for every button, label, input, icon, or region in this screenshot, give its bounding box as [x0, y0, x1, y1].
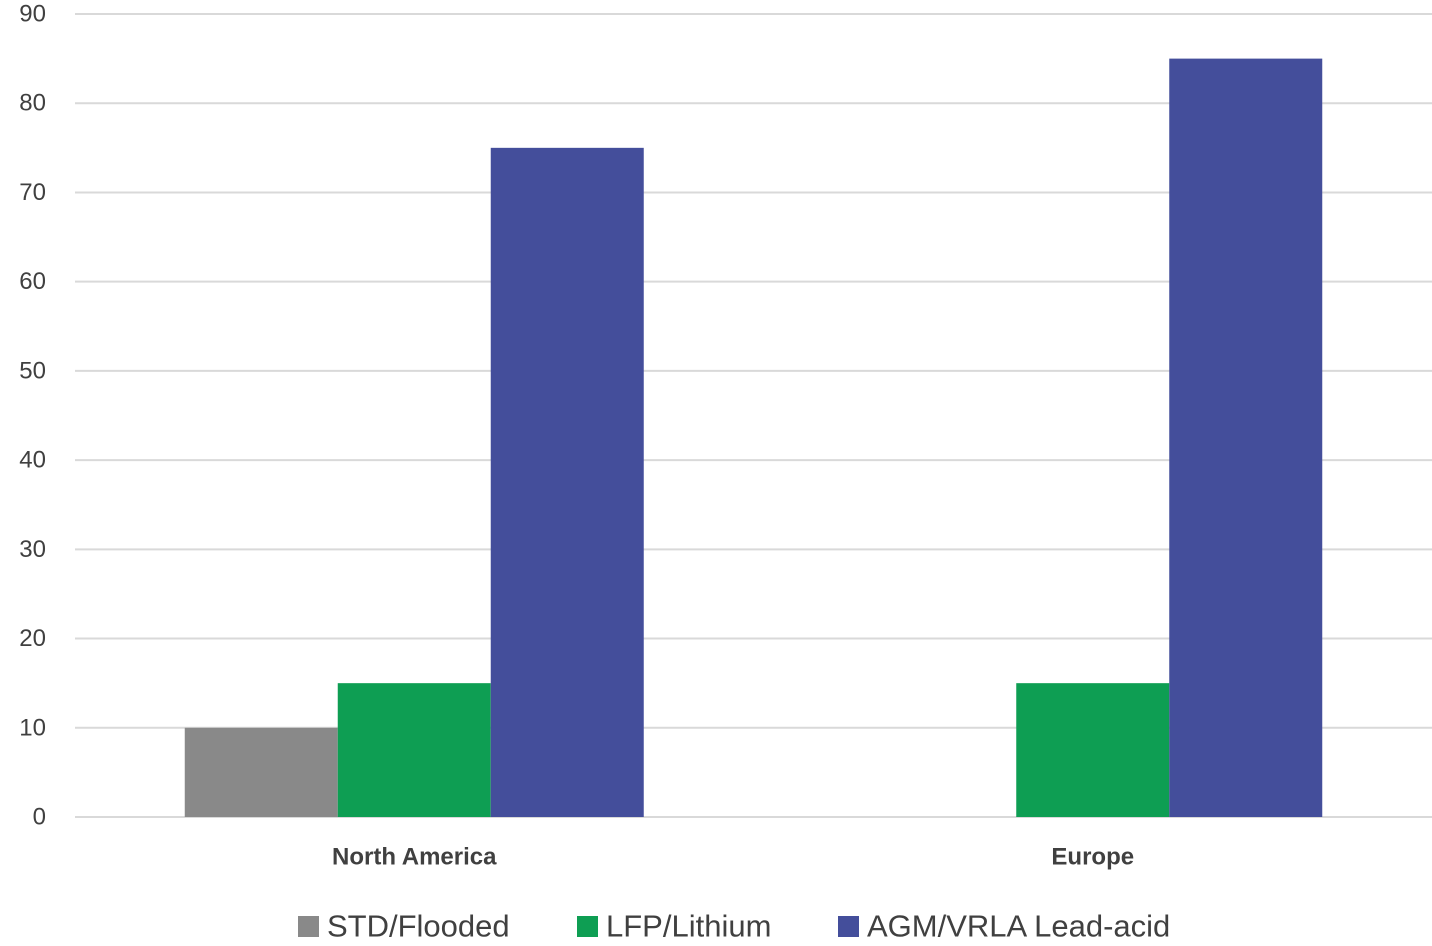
bars — [184, 58, 1323, 818]
y-tick-label: 90 — [19, 1, 46, 28]
y-tick-label: 20 — [19, 625, 46, 652]
y-tick-label: 80 — [19, 90, 46, 117]
legend-swatch — [298, 916, 319, 937]
y-tick-label: 50 — [19, 357, 46, 384]
legend-label: AGM/VRLA Lead-acid — [867, 909, 1170, 944]
y-tick-label: 40 — [19, 447, 46, 474]
bar-agm-vrla-lead-acid-europe — [1169, 58, 1323, 818]
x-category-label: North America — [332, 844, 497, 871]
legend-label: STD/Flooded — [327, 909, 510, 944]
x-category-label: Europe — [1051, 844, 1134, 871]
y-axis-tick-labels: 0 10 20 30 40 50 60 70 80 90 — [19, 1, 46, 831]
y-tick-label: 70 — [19, 179, 46, 206]
legend-swatch — [577, 916, 598, 937]
bar-std-flooded-north-america — [184, 727, 338, 817]
legend: STD/Flooded LFP/Lithium AGM/VRLA Lead-acid — [298, 909, 1170, 944]
bar-lfp-lithium-north-america — [337, 683, 491, 817]
bar-agm-vrla-lead-acid-north-america — [490, 147, 644, 818]
y-tick-label: 30 — [19, 536, 46, 563]
y-tick-label: 0 — [33, 804, 46, 831]
legend-swatch — [838, 916, 859, 937]
y-tick-label: 60 — [19, 268, 46, 295]
y-tick-label: 10 — [19, 714, 46, 741]
x-axis-category-labels: North America Europe — [332, 844, 1134, 871]
legend-label: LFP/Lithium — [606, 909, 771, 944]
bar-lfp-lithium-europe — [1016, 683, 1170, 817]
